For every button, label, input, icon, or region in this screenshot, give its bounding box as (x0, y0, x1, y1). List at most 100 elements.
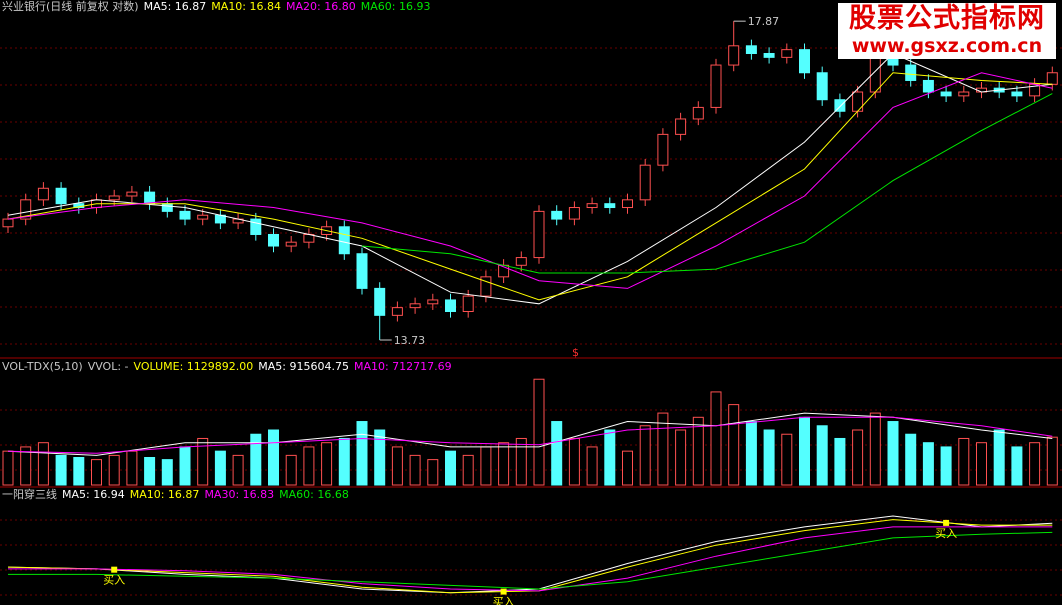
header-item: MA60: 16.93 (360, 0, 431, 13)
candle-body (409, 303, 421, 309)
candle-body (834, 99, 846, 112)
candle-body (126, 191, 138, 197)
header-item: VOL-TDX(5,10) (2, 360, 83, 373)
ma-line (7, 519, 1053, 594)
candle-body (108, 195, 120, 201)
candle-body (462, 295, 474, 312)
candle-body (568, 207, 580, 220)
indicator-header: 一阳穿三线 MA5: 16.94 MA10: 16.87 MA30: 16.83 MA6… (2, 488, 354, 502)
header-item: MA10: 16.84 (211, 0, 282, 13)
volume-header: VOL-TDX(5,10) VVOL: - VOLUME: 1129892.00 MA… (2, 360, 457, 374)
header-item: MA5: 16.94 (62, 488, 125, 501)
ma-line (8, 531, 1053, 590)
ma-line (7, 515, 1053, 594)
ma-line (7, 416, 1053, 454)
candle-body (480, 276, 492, 297)
volume-bar (374, 429, 386, 486)
volume-bar (144, 457, 156, 486)
price-header: 兴业银行(日线 前复权 对数) MA5: 16.87 MA10: 16.84 MA20… (2, 0, 435, 14)
volume-bar (232, 454, 244, 486)
buy-label: 买入 (493, 596, 515, 605)
header-item: 一阳穿三线 (2, 488, 57, 501)
candle-body (197, 214, 209, 220)
candle-body (427, 299, 439, 305)
header-item: MA20: 16.80 (286, 0, 356, 13)
volume-bar (391, 446, 403, 486)
volume-bar (73, 457, 85, 486)
volume-bar (675, 429, 687, 486)
candle-body (391, 307, 403, 316)
candle-body (816, 72, 828, 101)
header-item: 兴业银行(日线 前复权 对数) (2, 0, 139, 13)
candle-body (20, 199, 32, 220)
volume-bar (321, 442, 333, 486)
candle-body (338, 226, 350, 255)
volume-bar (268, 429, 279, 486)
watermark: 股票公式指标网 www.gsxz.com.cn (838, 3, 1056, 59)
ma-line (7, 72, 1053, 301)
header-item: MA10: 16.87 (129, 488, 200, 501)
volume-bar (745, 421, 757, 486)
candle-body (179, 210, 191, 220)
candle-body (745, 45, 757, 55)
header-item: MA30: 16.83 (204, 488, 275, 501)
volume-bar (409, 454, 421, 486)
candle-body (356, 253, 368, 289)
volume-bar (126, 450, 138, 486)
marker: $ (572, 346, 579, 359)
candle-body (728, 45, 740, 66)
candle-body (692, 106, 704, 120)
ma-line (7, 72, 1053, 289)
candle-body (852, 91, 864, 112)
ma-line (8, 526, 1053, 592)
buy-signal (943, 519, 950, 526)
volume-bar (515, 437, 527, 486)
volume-bar (285, 454, 297, 486)
volume-bar (604, 429, 616, 486)
header-item: VOLUME: 1129892.00 (133, 360, 254, 373)
volume-bar (498, 442, 510, 486)
volume-bar (338, 437, 350, 486)
candle-body (922, 79, 934, 93)
candle-body (551, 210, 563, 220)
volume-bar (533, 378, 545, 486)
candle-body (958, 91, 970, 97)
volume-bar (108, 454, 120, 486)
candle-body (285, 241, 297, 247)
candle-body (374, 287, 386, 316)
volume-bar (1046, 436, 1058, 486)
volume-bar (834, 437, 846, 486)
volume-bar (480, 446, 492, 486)
volume-bar (622, 450, 633, 486)
volume-bar (37, 442, 49, 486)
volume-bar (427, 459, 439, 486)
candle-body (657, 133, 669, 166)
volume-bar (179, 446, 191, 486)
volume-bar (781, 433, 793, 486)
candle-body (1046, 72, 1058, 85)
volume-bar (91, 459, 102, 486)
volume-bar (20, 446, 32, 486)
candle-body (37, 187, 49, 201)
volume-bar (922, 442, 934, 486)
volume-bar (958, 437, 970, 486)
candle-body (639, 164, 651, 201)
candle-body (250, 218, 262, 235)
volume-bar (2, 450, 14, 486)
volume-bar (692, 416, 704, 486)
volume-bar (940, 446, 952, 486)
candle-body (710, 64, 722, 108)
volume-bar (852, 429, 864, 486)
volume-bar (161, 459, 173, 486)
volume-bar (462, 454, 474, 486)
volume-bar (869, 412, 881, 486)
high-label: 17.87 (748, 15, 780, 28)
buy-signal (111, 566, 118, 573)
volume-bar (657, 412, 669, 486)
volume-bar (568, 437, 580, 486)
candle-body (675, 118, 687, 135)
header-item: MA5: 16.87 (143, 0, 207, 13)
candle-body (2, 218, 14, 228)
candle-body (604, 203, 616, 209)
volume-bar (976, 442, 987, 486)
